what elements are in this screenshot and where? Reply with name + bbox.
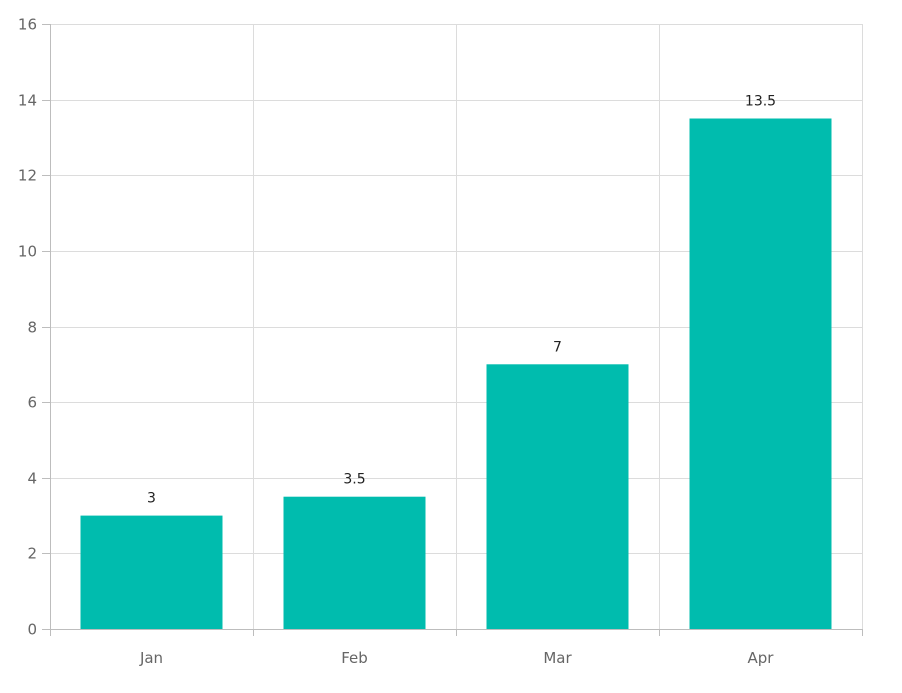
y-tick-label: 4 <box>27 470 37 488</box>
bar-jan <box>80 515 223 629</box>
x-tick-label-apr: Apr <box>748 649 775 667</box>
bar-apr <box>689 118 832 629</box>
x-tick-label-mar: Mar <box>543 649 572 667</box>
data-label-mar: 7 <box>553 339 562 355</box>
y-tick-label: 12 <box>18 167 37 185</box>
bars <box>80 118 832 629</box>
y-tick-label: 2 <box>27 545 37 563</box>
y-tick-label: 14 <box>18 92 37 110</box>
y-tick-label: 16 <box>18 16 37 34</box>
data-label-apr: 13.5 <box>745 94 776 110</box>
y-tick-label: 8 <box>27 319 37 337</box>
y-tick-label: 6 <box>27 394 37 412</box>
x-tick-label-feb: Feb <box>341 649 368 667</box>
bar-mar <box>486 364 629 629</box>
data-label-jan: 3 <box>147 491 156 507</box>
y-tick-label: 0 <box>27 621 37 639</box>
grid <box>50 24 863 629</box>
x-tick-label-jan: Jan <box>139 649 163 667</box>
y-tick-label: 10 <box>18 243 37 261</box>
labels: 0 2 4 6 8 10 12 14 16 Jan Feb Mar Apr 3 3.5 7 13.5 <box>18 16 776 668</box>
bar-feb <box>283 496 426 629</box>
data-label-feb: 3.5 <box>343 472 365 488</box>
axes <box>42 24 863 636</box>
